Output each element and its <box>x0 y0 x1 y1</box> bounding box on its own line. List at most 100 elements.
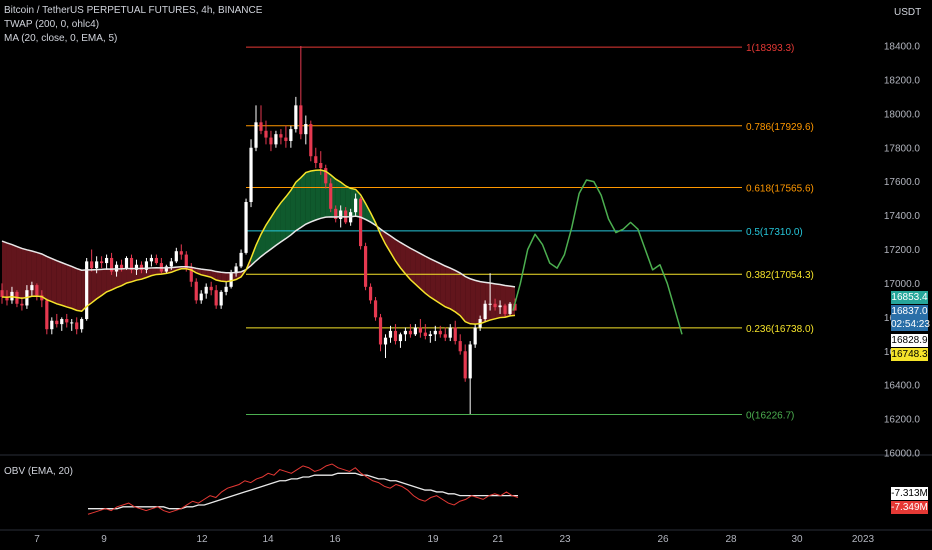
twap-line <box>1 215 516 288</box>
candle-body <box>289 129 293 141</box>
indicator-lines <box>1 169 516 325</box>
candle-body <box>154 257 158 264</box>
candle-body <box>214 290 218 306</box>
price-tag: 16853.4 <box>891 291 928 304</box>
candle-body <box>294 105 298 130</box>
candle-body <box>109 257 114 272</box>
ma-twap-fill-segment <box>345 185 351 217</box>
candle-body <box>114 264 119 272</box>
candle-body <box>388 330 393 338</box>
ma-twap-fill-segment <box>126 268 132 284</box>
ma-twap-fill-segment <box>340 182 346 217</box>
ma-twap-fill-segment <box>136 268 142 281</box>
candle-body <box>368 286 373 301</box>
ma-twap-fill-segment <box>410 248 416 285</box>
candle-body <box>75 322 79 330</box>
ma-twap-fill-segment <box>111 268 117 290</box>
ma-twap-fill-segment <box>390 235 396 261</box>
ma-twap-fill-segment <box>71 266 77 311</box>
candle-body <box>428 334 432 336</box>
candle-body <box>134 264 139 270</box>
candle-body <box>513 303 517 311</box>
time-tick-label: 28 <box>725 534 737 545</box>
price-axis[interactable]: 16000.016200.016400.016600.016800.017000… <box>884 42 921 460</box>
ma-twap-fill-segment <box>315 170 321 220</box>
candle-body <box>259 122 263 131</box>
candle-body <box>184 254 188 269</box>
ma-twap-fill-segment <box>106 268 112 292</box>
candle-body <box>149 257 154 262</box>
ma-twap-fill-segment <box>216 271 222 282</box>
price-tick-label: 17600.0 <box>884 177 921 188</box>
candle-body <box>503 305 507 314</box>
ma-twap-fill-segment <box>131 268 137 282</box>
candle-body <box>129 257 134 270</box>
ma-twap-fill-segment <box>295 177 301 231</box>
candle-body <box>403 330 408 335</box>
ma-twap-fill-segment <box>450 268 456 312</box>
candle-body <box>264 130 268 138</box>
candle-body <box>508 303 512 314</box>
candle-body <box>90 261 94 269</box>
candle-body <box>398 334 403 342</box>
candle-body <box>70 322 74 324</box>
ma-twap-fill-segment <box>280 196 286 242</box>
time-tick-label: 16 <box>329 534 341 545</box>
ma-twap-fill-segment <box>275 202 281 246</box>
candle-body <box>244 202 248 253</box>
candle-body <box>314 156 318 164</box>
candle-body <box>393 330 398 342</box>
ma-twap-fill-segment <box>101 268 107 296</box>
projection-path[interactable] <box>512 179 683 335</box>
ma-twap-fill-segment <box>310 170 316 222</box>
ma-twap-fill-segment <box>76 268 82 312</box>
ma-twap-fill-segment <box>11 244 17 298</box>
indicator-ma-label: MA (20, close, 0, EMA, 5) <box>4 33 118 44</box>
candle-body <box>334 208 338 219</box>
time-axis[interactable]: 7 9 12 14 16 19 21 23 26 28 30 2023 <box>34 534 874 545</box>
time-tick-label: 21 <box>492 534 504 545</box>
candle-body <box>144 261 149 270</box>
candle-body <box>274 134 278 145</box>
candle-body <box>104 257 109 264</box>
candle-body <box>418 327 422 333</box>
candle-body <box>408 330 413 335</box>
candle-body <box>0 290 4 297</box>
grid-lines <box>0 454 932 531</box>
twap-fill-area <box>2 170 515 325</box>
fib-level-label: 0.236(16738.0) <box>746 324 814 335</box>
fib-level-label: 0(16226.7) <box>746 411 794 422</box>
ma-twap-fill-segment <box>91 269 97 303</box>
ma-twap-fill-segment <box>116 268 122 288</box>
ma-twap-fill-segment <box>495 283 501 319</box>
candle-body <box>438 330 442 335</box>
fib-retracement[interactable]: 1(18393.3) 0.786(17929.6) 0.618(17565.6) 0.… <box>246 43 814 422</box>
ma-twap-fill-segment <box>141 268 147 280</box>
time-tick-label: 23 <box>559 534 571 545</box>
ma-twap-fill-segment <box>6 242 12 298</box>
ma-twap-fill-segment <box>21 248 27 299</box>
candlesticks[interactable] <box>0 46 517 414</box>
candle-body <box>249 147 253 203</box>
ma-twap-fill-segment <box>415 250 421 289</box>
ma-twap-fill-segment <box>56 260 62 306</box>
ema-line <box>1 169 516 325</box>
ma-twap-fill-segment <box>455 270 461 316</box>
ma-twap-fill-segment <box>300 172 306 228</box>
ma-twap-fill-segment <box>2 241 7 298</box>
candle-body <box>139 264 144 270</box>
candle-body <box>119 264 124 269</box>
price-tick-label: 18200.0 <box>884 75 921 86</box>
price-tag: 16748.3 <box>891 348 928 361</box>
price-tick-label: 16200.0 <box>884 415 921 426</box>
candle-body <box>229 273 233 287</box>
ma-twap-fill-segment <box>400 242 406 274</box>
fib-level-label: 0.5(17310.0) <box>746 227 803 238</box>
candle-body <box>339 210 343 219</box>
ma-twap-fill-segment <box>395 239 401 268</box>
candle-body <box>493 303 497 308</box>
candle-body <box>100 261 104 264</box>
ma-twap-fill-segment <box>96 269 102 299</box>
ma-twap-fill-segment <box>465 276 471 324</box>
